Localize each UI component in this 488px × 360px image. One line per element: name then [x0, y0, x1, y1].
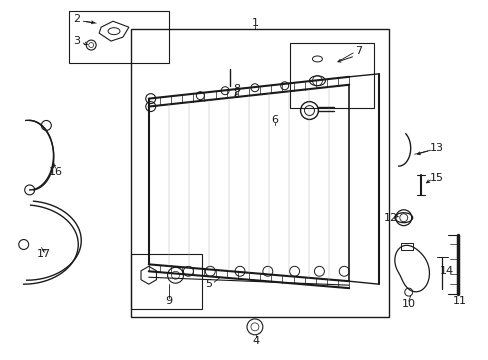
- Text: 16: 16: [48, 167, 62, 177]
- Text: 10: 10: [401, 299, 415, 309]
- Text: 4: 4: [252, 336, 259, 346]
- Text: 14: 14: [439, 266, 452, 276]
- Text: 17: 17: [37, 249, 51, 260]
- Text: 8: 8: [233, 84, 240, 94]
- Text: 5: 5: [204, 279, 211, 289]
- Text: 11: 11: [452, 296, 467, 306]
- Text: 3: 3: [73, 36, 80, 46]
- Bar: [289, 43, 373, 108]
- Bar: [131, 29, 388, 317]
- Text: 6: 6: [271, 116, 278, 126]
- Text: 15: 15: [428, 173, 443, 183]
- Text: 13: 13: [428, 143, 443, 153]
- Text: 1: 1: [251, 18, 258, 28]
- Bar: [131, 255, 202, 309]
- Text: 12: 12: [383, 213, 397, 223]
- Bar: [400, 243, 412, 251]
- Bar: [69, 11, 168, 63]
- Text: 7: 7: [355, 46, 362, 56]
- Text: 9: 9: [164, 296, 172, 306]
- Text: 2: 2: [73, 14, 80, 24]
